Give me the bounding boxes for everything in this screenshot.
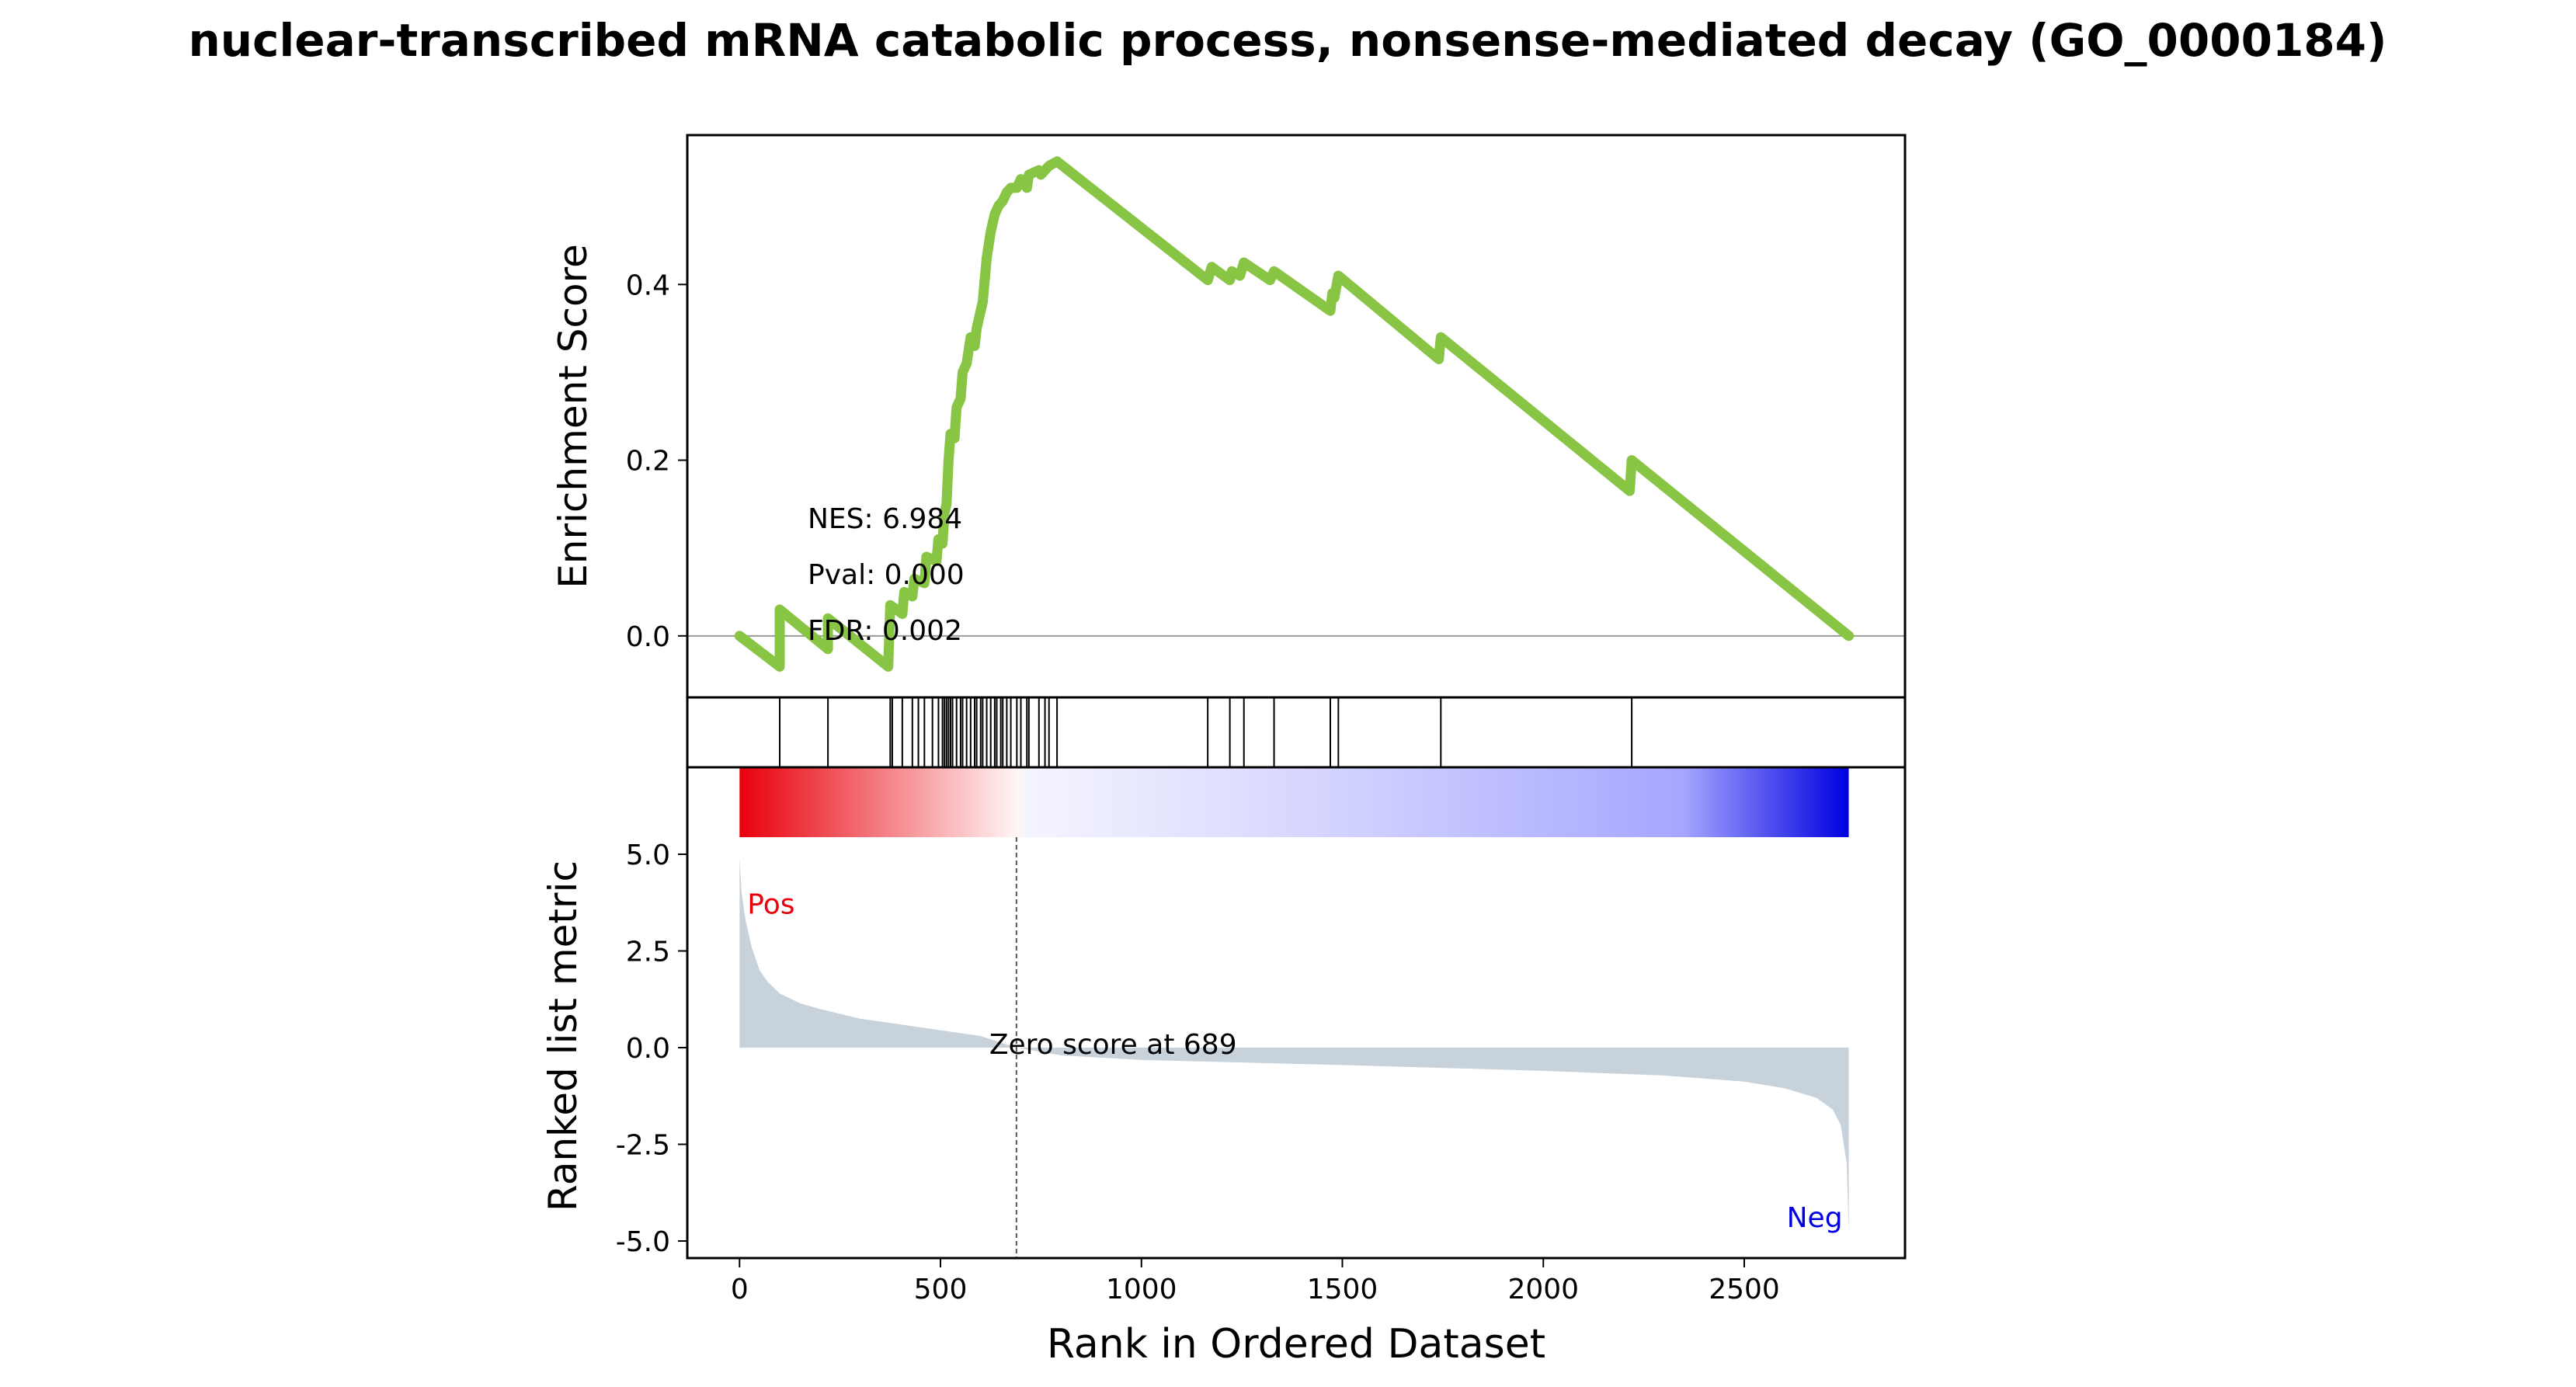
es-annotation-1: Pval: 0.000 xyxy=(808,559,965,591)
hits-panel xyxy=(686,696,1907,769)
hits-panel-frame xyxy=(686,696,1907,769)
neg-label: Neg xyxy=(1787,1202,1843,1234)
rank-y-tick-label: -2.5 xyxy=(616,1130,670,1162)
rank-metric-area xyxy=(739,858,1849,1233)
pos-label: Pos xyxy=(747,889,794,921)
rank-y-tick-label: -5.0 xyxy=(616,1226,670,1258)
es-y-tick-label: 0.0 xyxy=(626,621,670,653)
chart-title: nuclear-transcribed mRNA catabolic proce… xyxy=(188,14,2387,67)
es-annotation-2: FDR: 0.002 xyxy=(808,615,962,647)
hit-lines xyxy=(779,697,1633,767)
es-panel-frame xyxy=(686,134,1907,699)
x-tick-label: 500 xyxy=(914,1274,968,1305)
x-tick-label: 1500 xyxy=(1307,1274,1378,1305)
x-tick-label: 1000 xyxy=(1106,1274,1177,1305)
es-annotation-0: NES: 6.984 xyxy=(808,503,962,535)
rank-y-tick-label: 2.5 xyxy=(626,937,670,968)
es-annotations: NES: 6.984 Pval: 0.000 FDR: 0.002 xyxy=(808,503,965,647)
zero-score-label: Zero score at 689 xyxy=(989,1029,1237,1061)
es-y-tick-label: 0.2 xyxy=(626,446,670,478)
rank-gradient-bar xyxy=(739,767,1849,837)
x-tick-label: 2500 xyxy=(1709,1274,1780,1305)
es-y-tick-label: 0.4 xyxy=(626,269,670,301)
rank-y-axis-label: Ranked list metric xyxy=(541,860,586,1211)
rank-y-tick-label: 0.0 xyxy=(626,1033,670,1065)
es-y-ticks: 0.0 0.2 0.4 xyxy=(626,269,687,653)
es-y-axis-label: Enrichment Score xyxy=(551,244,596,589)
rank-y-ticks: 5.0 2.5 0.0 -2.5 -5.0 xyxy=(616,840,687,1258)
es-panel: 0.0 0.2 0.4 NES: 6.984 Pval: 0.000 FDR: 0.00… xyxy=(551,134,1907,699)
x-tick-label: 0 xyxy=(731,1274,749,1305)
x-tick-label: 2000 xyxy=(1507,1274,1579,1305)
rank-x-ticks: 0 500 1000 1500 2000 2500 xyxy=(731,1258,1780,1305)
es-line-group xyxy=(734,156,1855,672)
es-line xyxy=(734,156,1855,672)
rank-panel-frame xyxy=(686,766,1907,1260)
rank-panel: Zero score at 689 Pos Neg 5.0 2.5 0.0 -2.5 -… xyxy=(541,766,1907,1368)
x-axis-label: Rank in Ordered Dataset xyxy=(1047,1321,1545,1368)
rank-y-tick-label: 5.0 xyxy=(626,840,670,871)
